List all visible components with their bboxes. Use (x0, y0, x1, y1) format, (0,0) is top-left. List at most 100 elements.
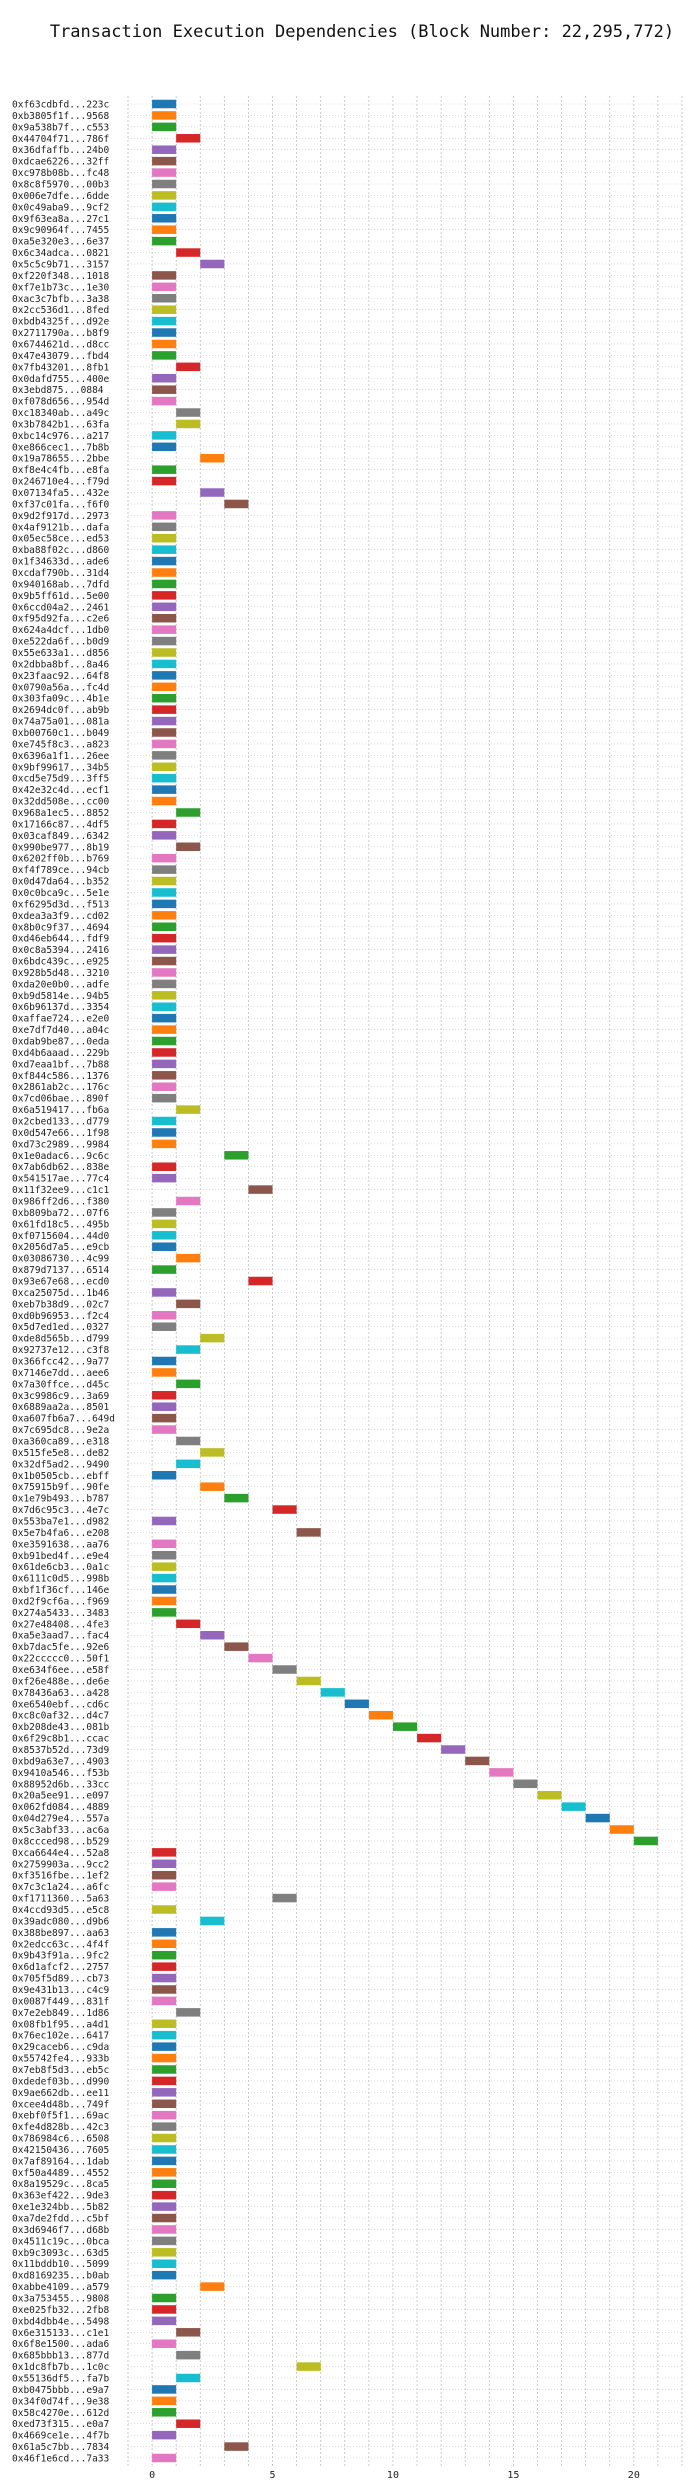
row-label: 0x32dd508e...cc00 (12, 797, 110, 808)
transaction-bar (152, 1391, 177, 1400)
transaction-bar (152, 945, 177, 954)
transaction-bar (152, 888, 177, 897)
transaction-bar (200, 1448, 225, 1457)
row-label: 0xc18340ab...a49c (12, 408, 109, 419)
row-label: 0xebf0f5f1...69ac (12, 2111, 109, 2122)
transaction-bar (152, 2099, 177, 2109)
transaction-bar (200, 453, 225, 463)
row-label: 0x6202ff0b...b769 (12, 854, 110, 865)
transaction-bar (176, 842, 201, 852)
row-label: 0x7146e7dd...aee6 (12, 1368, 110, 1379)
row-label: 0x1e79b493...b787 (12, 1494, 109, 1505)
transaction-bar (224, 1151, 249, 1160)
row-label: 0x74a75a01...081a (12, 717, 109, 728)
transaction-bar (152, 1562, 177, 1571)
row-label: 0x07134fa5...432e (12, 488, 110, 499)
row-label: 0x4669ce1e...4f7b (12, 2431, 110, 2442)
row-label: 0xf220f348...1018 (12, 271, 110, 282)
transaction-bar (152, 2122, 177, 2131)
row-label: 0x9f63ea8a...27c1 (12, 214, 110, 225)
row-label: 0x6ccd04a2...2461 (12, 602, 110, 613)
row-label: 0x246710e4...f79d (12, 477, 109, 488)
row-label: 0xe3591638...aa76 (12, 1539, 110, 1550)
row-label: 0x6744621d...d8cc (12, 339, 109, 350)
transaction-bar (152, 819, 177, 829)
transaction-bar (152, 2305, 177, 2314)
transaction-bar (152, 385, 177, 394)
row-label: 0x6f8e1500...ada6 (12, 2339, 110, 2350)
row-label: 0x553ba7e1...d982 (12, 1516, 109, 1527)
transaction-bar (152, 1002, 177, 1011)
row-label: 0x2759903a...9cc2 (12, 1859, 109, 1870)
row-label: 0xca25075d...1b46 (12, 1288, 110, 1299)
row-label: 0x786984c6...6508 (12, 2134, 110, 2145)
transaction-bar (152, 533, 177, 543)
transaction-bar (417, 1733, 442, 1743)
row-label: 0x7ab6db62...838e (12, 1162, 110, 1173)
transaction-bar (152, 1471, 177, 1480)
row-label: 0xbd4dbb4e...5498 (12, 2316, 110, 2327)
transaction-bar (152, 2430, 177, 2440)
row-label: 0x55e633a1...d856 (12, 648, 110, 659)
transaction-bar (152, 2339, 177, 2348)
row-label: 0x388be897...aa63 (12, 1928, 109, 1939)
transaction-bar (152, 2202, 177, 2211)
transaction-bar (152, 2168, 177, 2177)
transaction-bar (152, 511, 177, 520)
transaction-bar (152, 168, 177, 177)
row-label: 0xabbe4109...a579 (12, 2282, 110, 2293)
transaction-bar (152, 2213, 177, 2223)
row-label: 0xf37c01fa...f6f0 (12, 499, 110, 510)
row-label: 0x8537b52d...73d9 (12, 1745, 110, 1756)
transaction-bar (152, 1585, 177, 1594)
row-label: 0x6c34adca...0821 (12, 248, 110, 259)
row-label: 0x986ff2d6...f380 (12, 1197, 110, 1208)
row-label: 0xbd9a63e7...4903 (12, 1756, 109, 1767)
transaction-bar (152, 2030, 177, 2040)
transaction-bar (152, 1219, 177, 1229)
transaction-bar (176, 134, 201, 143)
transaction-bar (152, 659, 177, 669)
transaction-bar (152, 1093, 177, 1103)
row-label: 0xe745f8c3...a823 (12, 739, 109, 750)
transaction-bar (248, 1185, 273, 1194)
row-label: 0x03caf849...6342 (12, 831, 109, 842)
transaction-bar (609, 1825, 634, 1834)
transaction-bar (152, 122, 177, 132)
transaction-bar (152, 2236, 177, 2246)
row-label: 0xcd5e75d9...3ff5 (12, 774, 109, 785)
row-label: 0x5e7b4fa6...e208 (12, 1528, 110, 1539)
transaction-bar (200, 488, 225, 497)
row-label: 0x541517ae...77c4 (12, 1174, 110, 1185)
transaction-bar (152, 294, 177, 303)
row-label: 0x0c49aba9...9cf2 (12, 202, 109, 213)
transaction-bar (200, 2282, 225, 2291)
row-label: 0x9bf99617...34b5 (12, 762, 109, 773)
row-label: 0x11bddb10...5099 (12, 2259, 110, 2270)
row-label: 0x9ae662db...ee11 (12, 2088, 110, 2099)
row-label: 0x32df5ad2...9490 (12, 1459, 110, 1470)
transaction-bar (152, 476, 177, 486)
transaction-bar (152, 1848, 177, 1857)
transaction-bar (152, 465, 177, 474)
transaction-bar (200, 1630, 225, 1640)
transaction-bar (152, 2190, 177, 2200)
row-label: 0x2cbed133...d779 (12, 1117, 110, 1128)
row-label: 0xbc14c976...a217 (12, 431, 109, 442)
row-label: 0x08fb1f95...a4d1 (12, 2019, 110, 2030)
row-label: 0x55742fe4...933b (12, 2054, 110, 2065)
row-label: 0xa5e3aad7...fac4 (12, 1631, 110, 1642)
transaction-bar (200, 1916, 225, 1926)
row-label: 0xf4f789ce...94cb (12, 865, 110, 876)
transaction-bar (152, 1356, 177, 1366)
row-label: 0xa5e320e3...6e37 (12, 237, 109, 248)
transaction-bar (152, 1973, 177, 1983)
transaction-bar (152, 1162, 177, 1171)
transaction-bar (368, 1710, 393, 1720)
row-label: 0x366fcc42...9a77 (12, 1356, 109, 1367)
row-label: 0xd46eb644...fdf9 (12, 934, 110, 945)
transaction-bar (176, 248, 201, 257)
transaction-bar (152, 214, 177, 223)
row-label: 0xdedef03b...d990 (12, 2076, 110, 2087)
transaction-bar (224, 1642, 249, 1651)
